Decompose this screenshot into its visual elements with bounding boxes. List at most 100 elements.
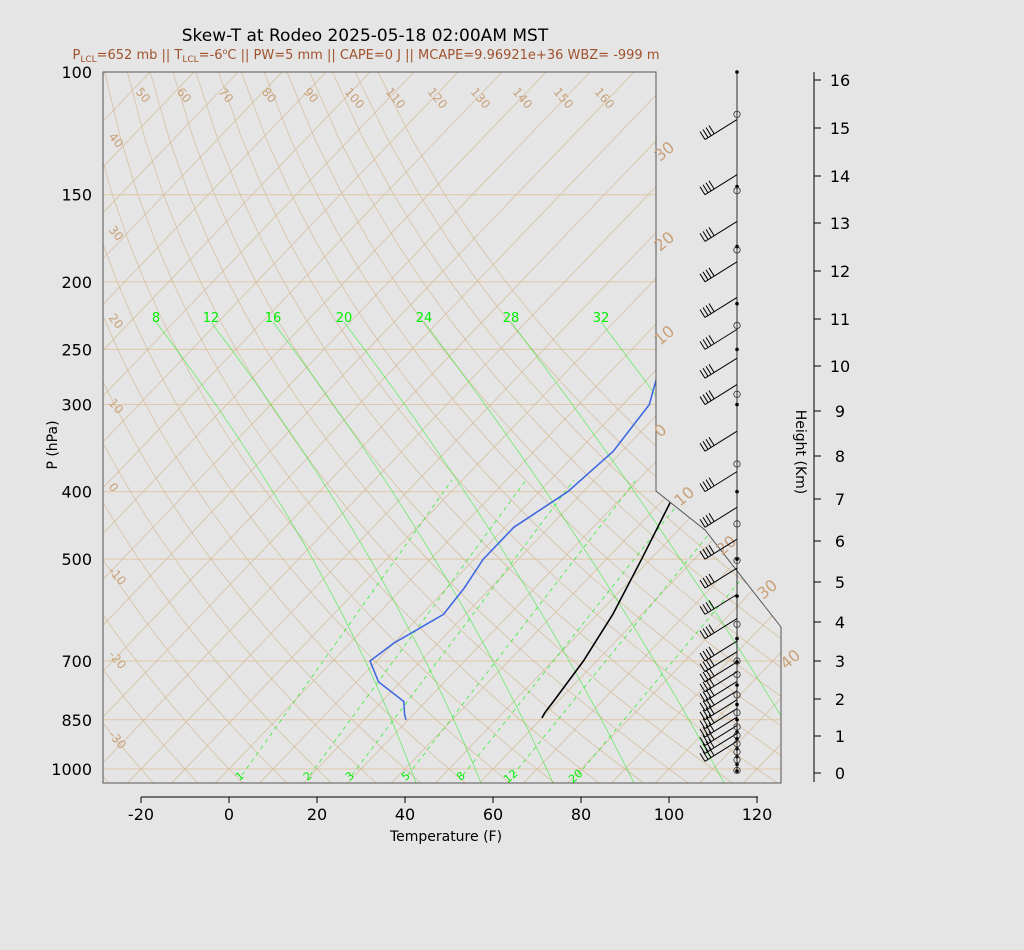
wind-barb-flag xyxy=(699,579,706,589)
wind-barb-flag xyxy=(699,233,706,242)
moist-adiabat-line xyxy=(423,321,725,783)
wind-barb-flag xyxy=(705,392,712,401)
isotherm-lines xyxy=(103,72,781,783)
dry-adiabat-line xyxy=(263,72,781,783)
wind-barb-flag xyxy=(699,720,706,729)
x-tick-label: 80 xyxy=(571,805,591,824)
isotherm-line xyxy=(103,72,723,783)
dry-adiabat-line xyxy=(103,72,422,783)
height-tick-label: 15 xyxy=(830,119,850,138)
height-tick-label: 16 xyxy=(830,71,850,90)
wind-barb-flag xyxy=(702,129,709,138)
wind-barb xyxy=(699,471,738,493)
wind-barb-flag xyxy=(702,231,709,240)
wind-barb-flag xyxy=(702,700,709,710)
wind-barb xyxy=(699,261,738,283)
height-dot xyxy=(735,557,739,561)
wind-barb xyxy=(699,297,738,318)
height-dot xyxy=(735,636,739,641)
dry-adiabat-line xyxy=(103,72,199,783)
height-tick-label: 6 xyxy=(835,532,845,551)
y-tick-label: 500 xyxy=(61,550,92,569)
isotherm-line xyxy=(566,72,781,783)
wind-barb-flag xyxy=(702,184,709,194)
wind-barb-flag xyxy=(699,131,706,140)
wind-barb-flag xyxy=(708,677,715,687)
wind-barb-shaft xyxy=(704,261,738,283)
x-tick-label: 100 xyxy=(654,805,685,824)
x-axis-title: Temperature (F) xyxy=(389,829,502,845)
x-tick-label: 60 xyxy=(483,805,503,824)
wind-barb-shaft xyxy=(704,328,738,350)
wind-barb-flag xyxy=(708,731,715,740)
height-circle xyxy=(733,246,741,254)
wind-barb-flag xyxy=(699,442,706,452)
wind-barb-flag xyxy=(705,229,712,238)
moist-adiabat-label: 20 xyxy=(336,311,353,326)
y-axis-title: P (hPa) xyxy=(45,420,61,469)
wind-barb-flag xyxy=(705,182,712,192)
wind-barb-flag xyxy=(705,749,712,758)
wind-barb xyxy=(699,506,738,528)
height-dot xyxy=(735,683,739,687)
height-circle xyxy=(733,657,741,665)
wind-barb-flag xyxy=(708,687,715,696)
wind-barb-flag xyxy=(708,705,715,715)
wind-barb-flag xyxy=(702,481,709,490)
height-tick-label: 7 xyxy=(835,490,845,509)
height-circle xyxy=(733,390,741,398)
wind-barb-flag xyxy=(708,267,715,277)
moist-adiabat-label: 8 xyxy=(152,311,160,326)
height-tick-label: 12 xyxy=(830,262,850,281)
wind-barb-flag xyxy=(708,180,715,190)
dry-adiabat-line xyxy=(103,72,512,783)
wind-barb-flag xyxy=(705,707,712,717)
height-circle xyxy=(733,670,741,679)
wind-barb-flag xyxy=(699,728,706,738)
height-circle xyxy=(733,766,741,775)
x-tick-label: 0 xyxy=(224,805,234,824)
wind-barb xyxy=(699,708,738,730)
x-tick-label: -20 xyxy=(128,805,154,824)
height-tick-label: 14 xyxy=(830,167,850,186)
wind-barb-flag xyxy=(702,691,709,700)
wind-barb-flag xyxy=(699,273,706,283)
height-circle xyxy=(733,708,741,717)
isotherm-line xyxy=(742,72,781,783)
height-tick-label: 5 xyxy=(835,573,845,592)
wind-barb-shaft xyxy=(704,640,738,662)
isotherm-line xyxy=(103,72,679,783)
dry-adiabat-line xyxy=(377,72,781,783)
wind-barb xyxy=(699,651,738,673)
isotherm-line xyxy=(522,72,781,783)
moist-adiabat-label: 28 xyxy=(503,311,520,326)
height-dot xyxy=(735,301,739,306)
wind-barb-flag xyxy=(699,745,706,754)
wind-barb-flag xyxy=(705,689,712,698)
wind-barb-flag xyxy=(708,544,715,554)
wind-barb-flag xyxy=(699,753,706,762)
dry-adiabat-lines xyxy=(103,72,781,783)
moist-adiabat-line xyxy=(155,321,417,783)
isotherm-line xyxy=(103,72,635,783)
isotherm-line xyxy=(103,72,239,783)
moist-adiabat-line xyxy=(343,321,635,783)
mixing-ratio-line xyxy=(309,479,527,776)
wind-barb-flag xyxy=(702,726,709,736)
moist-adiabat-label: 32 xyxy=(593,311,610,326)
wind-barb-flag xyxy=(705,127,712,136)
height-tick-label: 0 xyxy=(835,764,845,783)
wind-barb-shaft xyxy=(704,538,738,560)
plot-area xyxy=(103,72,781,783)
dry-adiabat-line xyxy=(103,72,378,783)
wind-barb-flag xyxy=(699,186,706,196)
wind-barb-flag xyxy=(705,575,712,585)
height-tick-label: 13 xyxy=(830,214,850,233)
moist-adiabat-line xyxy=(210,321,482,783)
mixing-ratio-lines xyxy=(155,321,781,783)
chart-subtitle: PLCL=652 mb || TLCL=-6oC || PW=5 mm || C… xyxy=(72,47,659,65)
wind-barb-flag xyxy=(705,626,712,635)
wind-barb-flag xyxy=(699,673,706,683)
wind-barb xyxy=(699,384,738,405)
